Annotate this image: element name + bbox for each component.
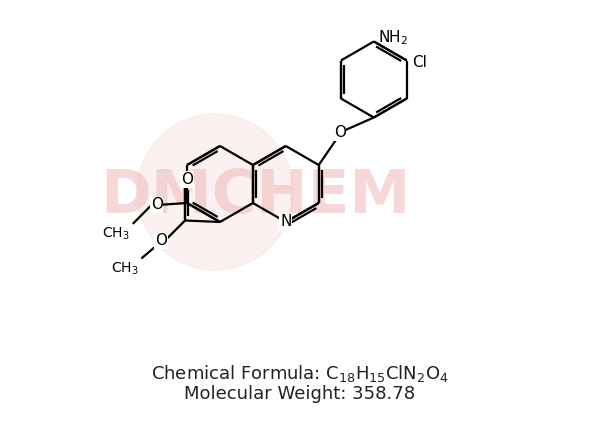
Text: DMCHEM: DMCHEM xyxy=(100,168,410,226)
Text: Cl: Cl xyxy=(412,55,427,70)
Text: CH$_3$: CH$_3$ xyxy=(111,260,139,277)
Text: Chemical Formula: $\mathregular{C_{18}H_{15}ClN_2O_4}$: Chemical Formula: $\mathregular{C_{18}H_… xyxy=(151,363,449,384)
Text: O: O xyxy=(334,125,346,140)
Text: O: O xyxy=(155,233,167,248)
Text: Molecular Weight: 358.78: Molecular Weight: 358.78 xyxy=(184,385,416,403)
Text: N: N xyxy=(280,215,292,229)
Text: NH$_2$: NH$_2$ xyxy=(378,28,408,47)
Text: O: O xyxy=(151,197,163,213)
Circle shape xyxy=(137,114,293,270)
Text: O: O xyxy=(181,172,193,187)
Text: CH$_3$: CH$_3$ xyxy=(102,226,130,242)
